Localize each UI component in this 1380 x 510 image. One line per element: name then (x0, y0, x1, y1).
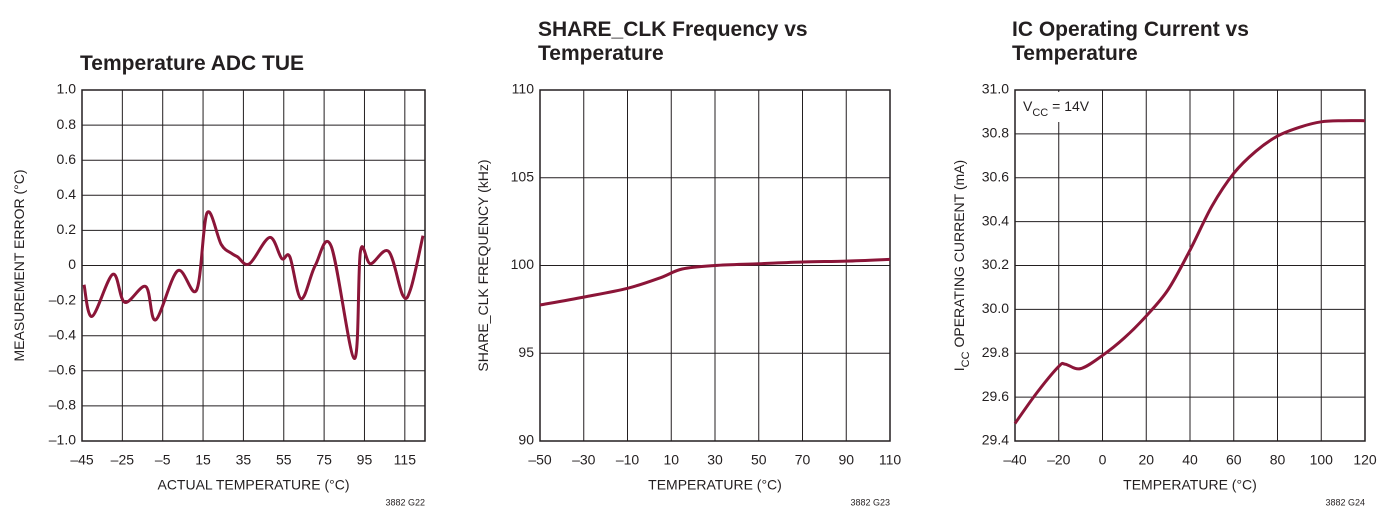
data-line (82, 210, 425, 361)
figure-note: 3882 G22 (385, 497, 425, 507)
y-tick-label: –0.8 (49, 397, 76, 413)
y-tick-label: 105 (511, 168, 535, 184)
x-tick-label: 110 (879, 452, 902, 468)
y-tick-label: 0.2 (57, 221, 77, 237)
y-tick-label: 0.4 (57, 186, 77, 202)
x-tick-label: –45 (70, 452, 94, 468)
x-tick-label: 50 (751, 452, 767, 468)
y-tick-label: 30.8 (982, 125, 1009, 141)
annotation-part: = 14V (1048, 98, 1090, 114)
x-tick-label: 75 (316, 452, 332, 468)
y-tick-label: 30.6 (982, 168, 1009, 184)
y-tick-label: –0.4 (49, 326, 76, 342)
data-line (539, 257, 891, 307)
y-axis-label-part: MEASUREMENT ERROR (°C) (11, 169, 27, 361)
y-tick-label: 110 (512, 81, 535, 97)
y-tick-label: –1.0 (49, 432, 76, 448)
x-axis-label: TEMPERATURE (°C) (648, 477, 782, 493)
x-tick-label: 35 (236, 452, 252, 468)
figure-note: 3882 G23 (850, 497, 890, 507)
annotation-part: CC (1032, 107, 1048, 119)
y-tick-label: 30.2 (982, 256, 1009, 272)
y-tick-label: 0.8 (57, 116, 77, 132)
chart-title: Temperature ADC TUE (80, 52, 304, 75)
x-tick-label: –50 (528, 452, 552, 468)
y-tick-label: 90 (518, 432, 534, 448)
x-tick-label: 120 (1353, 452, 1377, 468)
x-tick-label: 95 (357, 452, 373, 468)
chart: Temperature ADC TUE –1.0 –0.8 –0.6 –0.4 –0.2 0… (11, 52, 426, 507)
chart-title: SHARE_CLK Frequency vs (538, 18, 808, 41)
annotation-bg (1017, 92, 1099, 122)
y-axis-label: MEASUREMENT ERROR (°C) (11, 169, 27, 361)
annotation-part: V (1023, 98, 1033, 114)
y-tick-label: 100 (511, 256, 535, 272)
x-axis-label: ACTUAL TEMPERATURE (°C) (157, 477, 349, 493)
y-tick-label: 29.6 (982, 388, 1009, 404)
x-tick-label: 30 (707, 452, 723, 468)
x-tick-label: 40 (1182, 452, 1198, 468)
annotation: VCC = 14V (1023, 98, 1090, 119)
x-tick-label: 90 (838, 452, 854, 468)
x-axis-label: TEMPERATURE (°C) (1123, 477, 1257, 493)
chart-title: IC Operating Current vs (1012, 18, 1249, 41)
x-tick-label: 20 (1138, 452, 1154, 468)
y-axis-label: SHARE_CLK FREQUENCY (kHz) (475, 159, 491, 371)
y-axis-label-part: CC (960, 351, 972, 367)
y-axis-label-part: SHARE_CLK FREQUENCY (kHz) (475, 159, 491, 371)
y-tick-label: –0.6 (49, 362, 76, 378)
y-tick-label: 1.0 (57, 81, 77, 97)
y-tick-label: 0.6 (57, 151, 77, 167)
y-tick-label: 30.0 (982, 300, 1009, 316)
x-tick-label: –30 (572, 452, 596, 468)
x-tick-label: 55 (276, 452, 292, 468)
x-tick-label: 15 (195, 452, 211, 468)
x-tick-label: –20 (1047, 452, 1071, 468)
data-line (1013, 119, 1366, 425)
x-tick-label: 10 (663, 452, 679, 468)
x-tick-label: –40 (1003, 452, 1027, 468)
y-tick-label: 31.0 (982, 81, 1009, 97)
x-tick-label: 60 (1226, 452, 1242, 468)
chart-title: Temperature (1012, 42, 1138, 65)
plot-frame (539, 89, 891, 442)
figure-note: 3882 G24 (1325, 497, 1365, 507)
y-axis-label: ICC OPERATING CURRENT (mA) (951, 160, 972, 371)
x-tick-label: 115 (394, 452, 417, 468)
x-tick-label: –25 (111, 452, 135, 468)
y-tick-label: 29.4 (982, 432, 1009, 448)
y-tick-label: 95 (518, 344, 534, 360)
y-axis-label-part: OPERATING CURRENT (mA) (951, 160, 967, 352)
y-tick-label: 30.4 (982, 212, 1009, 228)
chart-title: Temperature (538, 42, 664, 65)
x-tick-label: –5 (155, 452, 171, 468)
x-tick-label: 80 (1270, 452, 1286, 468)
y-tick-label: –0.2 (49, 291, 76, 307)
x-tick-label: 100 (1310, 452, 1334, 468)
plot-frame (81, 89, 426, 442)
x-tick-label: –10 (616, 452, 640, 468)
plot-frame (1014, 89, 1366, 442)
y-tick-label: 0 (68, 256, 76, 272)
x-tick-label: 0 (1099, 452, 1107, 468)
x-tick-label: 70 (795, 452, 811, 468)
y-axis-label-part: I (951, 367, 967, 371)
y-tick-label: 29.8 (982, 344, 1009, 360)
